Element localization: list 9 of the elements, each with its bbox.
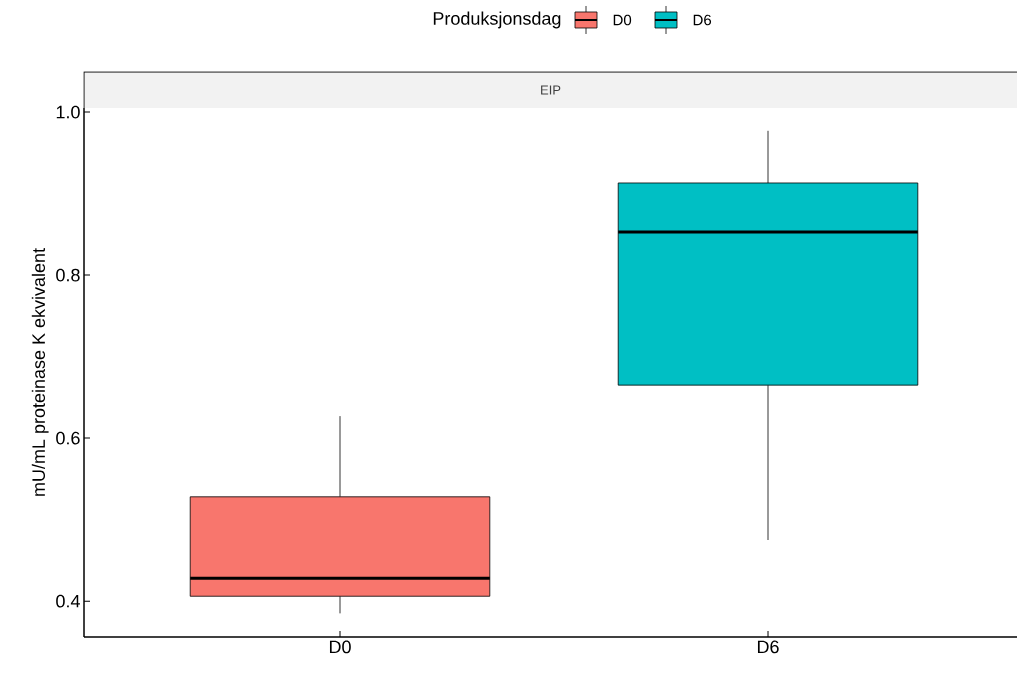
y-tick-label: 0.8 — [56, 268, 80, 282]
legend-label: D6 — [693, 14, 712, 26]
chart-title: EIP — [541, 85, 561, 95]
legend-label: D0 — [613, 14, 632, 26]
y-tick-label: 0.6 — [56, 431, 80, 445]
y-tick-label: 1.0 — [56, 105, 80, 119]
legend-title: Produksjonsdag — [433, 11, 561, 29]
y-tick-label: 0.4 — [56, 594, 80, 608]
y-axis-title: mU/mL proteinase K ekvivalent — [31, 248, 49, 496]
